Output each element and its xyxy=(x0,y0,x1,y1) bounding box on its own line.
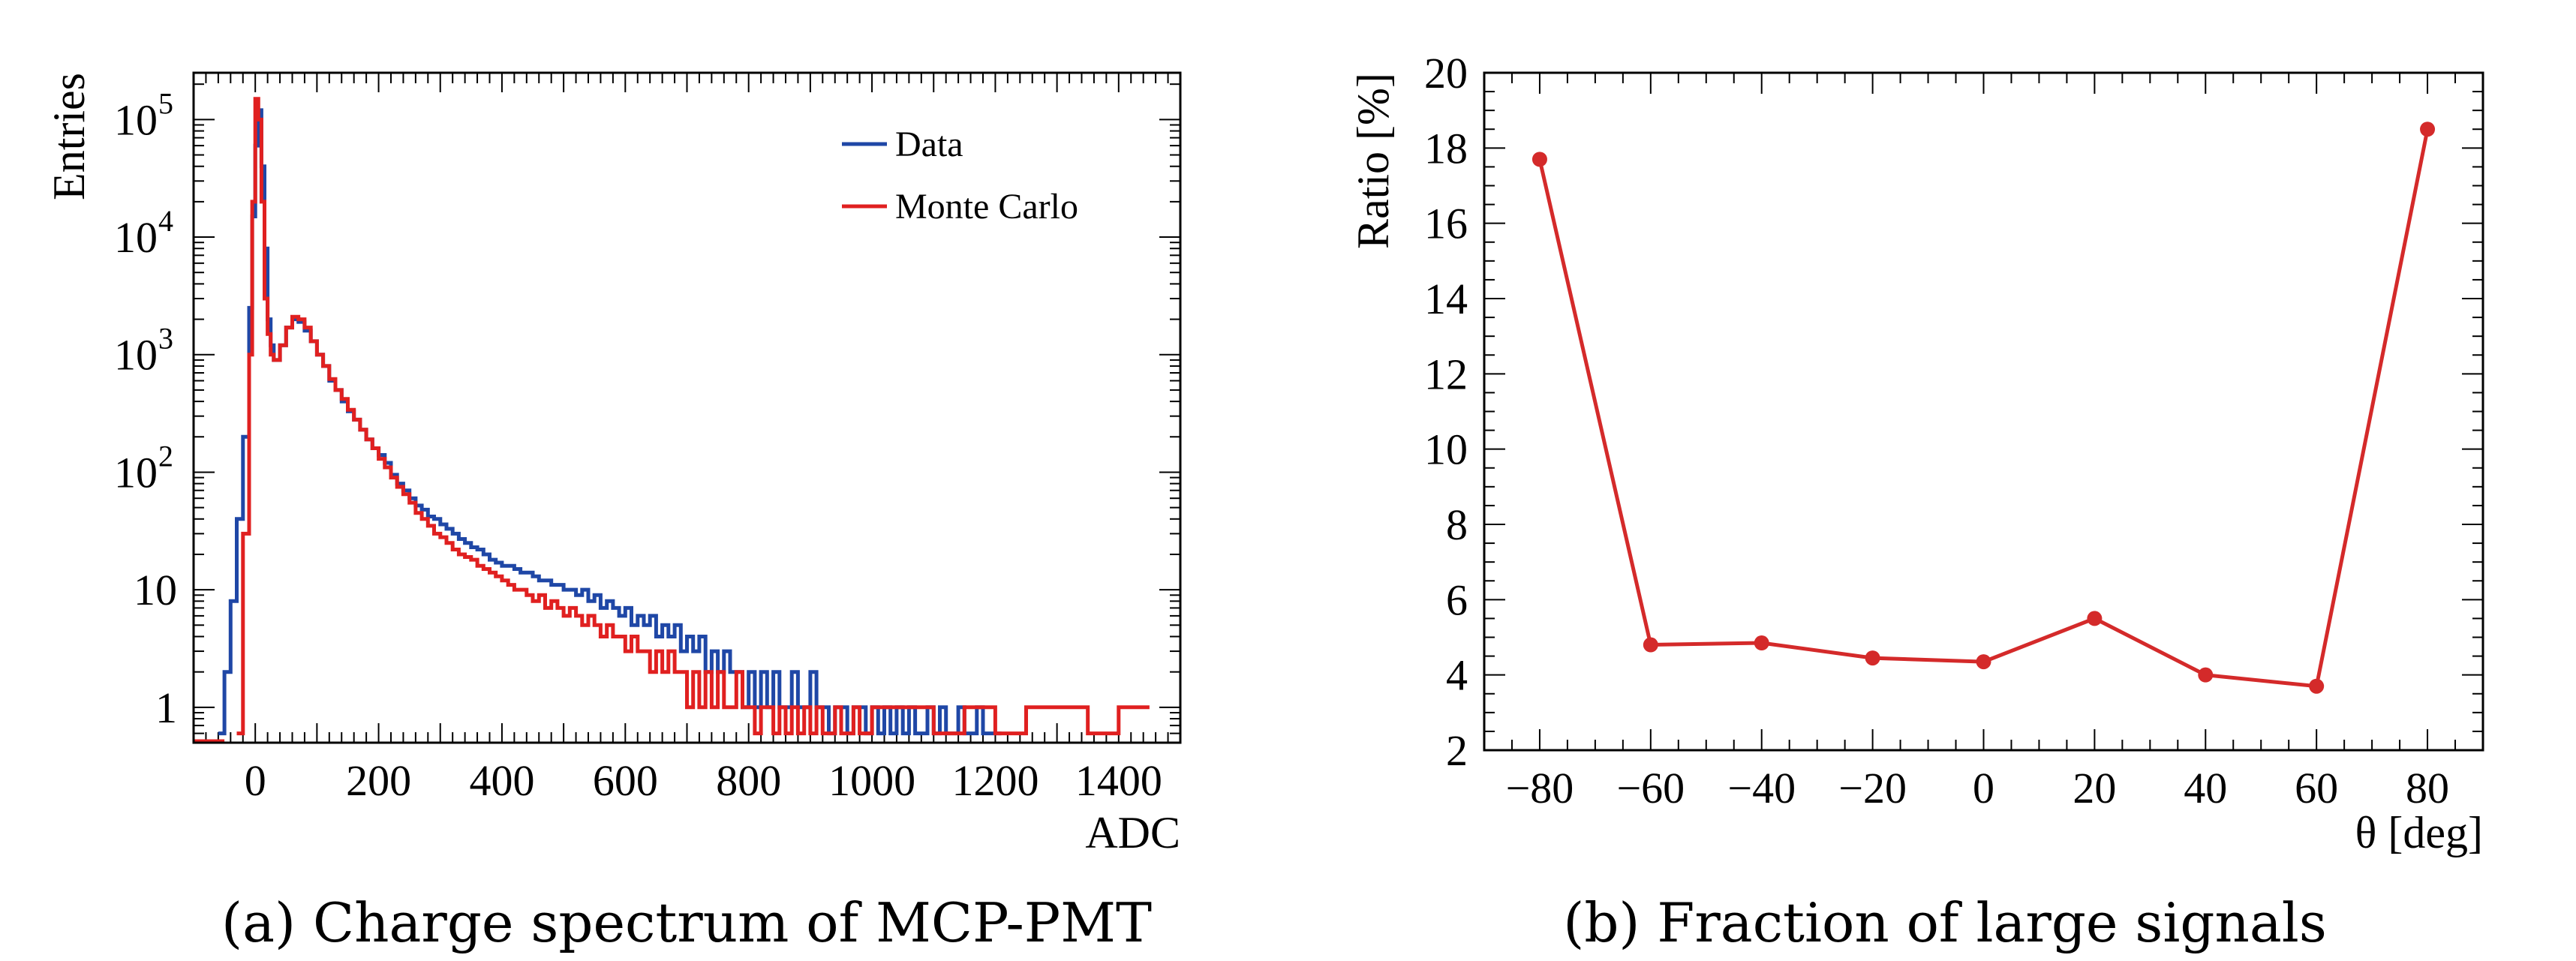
x-tick-label: 0 xyxy=(245,756,266,805)
x-tick-label: −40 xyxy=(1727,764,1796,812)
y-axis-title: Entries xyxy=(44,73,94,200)
data-point-marker xyxy=(1865,650,1880,666)
data-point-marker xyxy=(2309,678,2325,694)
panel-b-large-signal-fraction: −80 −60 −40 −20 0 20 40 60 80 2 4 6 8 10 12 14 16 18 20 θ [… xyxy=(1348,49,2484,954)
y-tick-label: 14 xyxy=(1424,275,1468,323)
data-point-marker xyxy=(1976,654,1991,670)
x-tick-label: 40 xyxy=(2184,764,2227,812)
x-tick-label: 600 xyxy=(593,756,658,805)
y-axis-title: Ratio [%] xyxy=(1348,73,1398,249)
plot-frame xyxy=(192,71,1182,744)
y-tick-label: 10 xyxy=(114,448,158,497)
y-tick-label: 10 xyxy=(114,213,158,262)
y-tick-label: 4 xyxy=(1446,651,1468,700)
x-tick-label: −20 xyxy=(1838,764,1907,812)
series-line-ratio xyxy=(1537,128,2430,689)
x-tick-label: −80 xyxy=(1506,764,1574,812)
y-tick-label-base: 10 xyxy=(114,331,158,380)
y-tick-label: 20 xyxy=(1424,49,1468,98)
x-tick-label: 20 xyxy=(2073,764,2116,812)
legend-entry-label: Monte Carlo xyxy=(895,187,1078,227)
y-tick-label: 10 xyxy=(114,331,158,380)
panel-caption: (a) Charge spectrum of MCP-PMT xyxy=(221,891,1152,954)
data-point-marker xyxy=(1531,152,1547,167)
y-tick-label-exponent: 2 xyxy=(158,439,173,473)
x-tick-label: −60 xyxy=(1616,764,1685,812)
y-tick-label: 6 xyxy=(1446,575,1468,624)
x-tick-label: 200 xyxy=(346,756,411,805)
x-tick-label: 400 xyxy=(469,756,534,805)
series-line-data xyxy=(218,108,1002,736)
y-tick-label-exponent: 4 xyxy=(158,204,173,238)
x-axis-title: θ [deg] xyxy=(2355,808,2483,857)
y-tick-label-base: 10 xyxy=(114,213,158,262)
x-axis-title: ADC xyxy=(1085,808,1180,857)
y-tick-label: 18 xyxy=(1424,124,1468,173)
y-tick-label-exponent: 3 xyxy=(158,322,173,356)
y-tick-label: 8 xyxy=(1446,500,1468,549)
y-tick-label-base: 10 xyxy=(114,95,158,144)
series-line-monte-carlo xyxy=(236,97,1150,736)
legend-entry-label: Data xyxy=(895,125,963,164)
x-tick-label: 1000 xyxy=(828,756,915,805)
legend: Data Monte Carlo xyxy=(842,125,1078,227)
y-tick-label: 16 xyxy=(1424,200,1468,248)
y-tick-label-base: 10 xyxy=(114,448,158,497)
y-tick-label-exponent: 5 xyxy=(158,86,173,120)
x-tick-label: 60 xyxy=(2295,764,2338,812)
data-point-marker xyxy=(2420,122,2436,137)
y-tick-label: 10 xyxy=(114,95,158,144)
panel-caption: (b) Fraction of large signals xyxy=(1563,891,2327,954)
x-tick-label: 1200 xyxy=(951,756,1039,805)
data-point-marker xyxy=(2198,667,2214,683)
data-point-marker xyxy=(2087,611,2103,626)
x-tick-label: 80 xyxy=(2406,764,2449,812)
x-tick-label: 0 xyxy=(1973,764,1994,812)
data-point-marker xyxy=(1643,637,1658,653)
x-tick-label: 800 xyxy=(716,756,781,805)
y-tick-label: 1 xyxy=(155,683,177,732)
data-point-marker xyxy=(1754,635,1769,651)
y-tick-label: 2 xyxy=(1446,726,1468,775)
y-tick-label: 10 xyxy=(134,566,177,614)
x-tick-label: 1400 xyxy=(1075,756,1162,805)
y-tick-label: 12 xyxy=(1424,350,1468,398)
y-tick-label: 10 xyxy=(1424,425,1468,474)
plot-frame xyxy=(1483,71,2484,752)
